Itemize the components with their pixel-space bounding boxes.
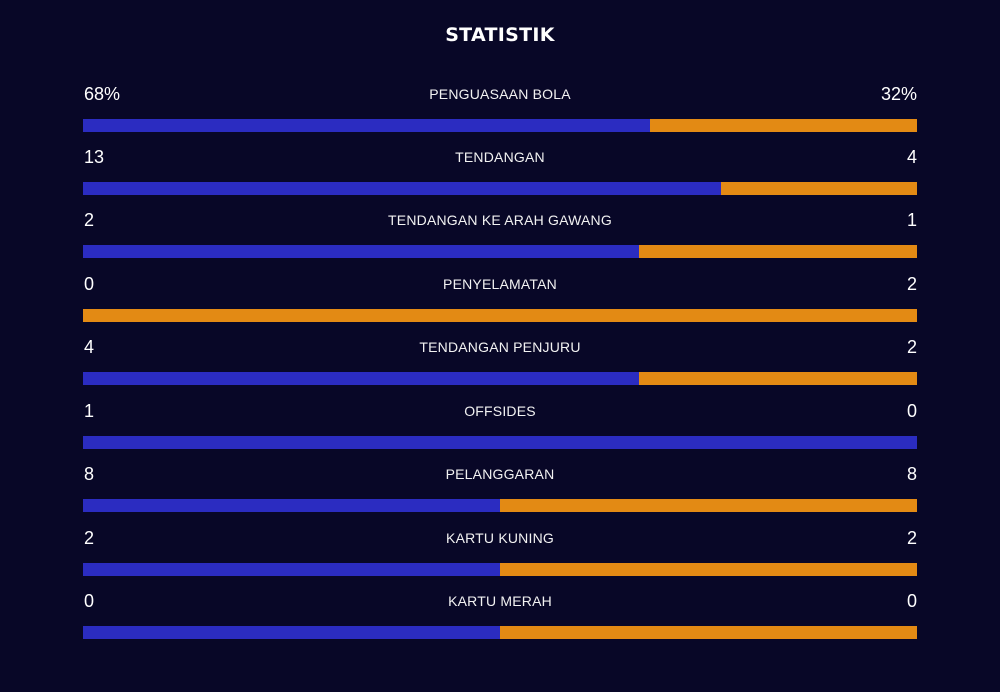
comparison-bar	[83, 626, 917, 639]
comparison-bar	[83, 182, 917, 195]
stat-row-shots-on-target: 2 TENDANGAN KE ARAH GAWANG 1	[83, 208, 917, 260]
stat-row-saves: 0 PENYELAMATAN 2	[83, 272, 917, 324]
comparison-bar	[83, 309, 917, 322]
home-bar-fill	[83, 563, 500, 576]
comparison-bar	[83, 119, 917, 132]
away-value: 2	[906, 528, 917, 548]
stat-row-fouls: 8 PELANGGARAN 8	[83, 462, 917, 514]
stat-label: OFFSIDES	[464, 403, 536, 419]
away-value: 0	[906, 401, 917, 421]
home-bar-fill	[83, 372, 639, 385]
stat-row-possession: 68% PENGUASAAN BOLA 32%	[83, 82, 917, 134]
away-value: 2	[906, 274, 917, 294]
home-value: 0	[84, 274, 95, 294]
away-value: 2	[906, 337, 917, 357]
home-value: 2	[84, 528, 95, 548]
stats-title: STATISTIK	[445, 24, 555, 46]
stat-row-corners: 4 TENDANGAN PENJURU 2	[83, 335, 917, 387]
away-value: 0	[906, 591, 917, 611]
away-value: 8	[906, 464, 917, 484]
home-value: 1	[84, 401, 95, 421]
away-value: 1	[906, 210, 917, 230]
home-bar-fill	[83, 499, 500, 512]
stat-row-offsides: 1 OFFSIDES 0	[83, 399, 917, 451]
home-value: 68%	[84, 84, 121, 104]
stat-row-shots: 13 TENDANGAN 4	[83, 145, 917, 197]
home-bar-fill	[83, 436, 917, 449]
away-value: 4	[906, 147, 917, 167]
home-bar-fill	[83, 182, 721, 195]
comparison-bar	[83, 372, 917, 385]
home-bar-fill	[83, 245, 639, 258]
comparison-bar	[83, 245, 917, 258]
home-value: 8	[84, 464, 95, 484]
home-bar-fill	[83, 626, 500, 639]
stat-label: TENDANGAN PENJURU	[419, 339, 581, 355]
home-value: 4	[84, 337, 95, 357]
comparison-bar	[83, 436, 917, 449]
stat-label: KARTU MERAH	[448, 593, 552, 609]
home-value: 13	[84, 147, 105, 167]
comparison-bar	[83, 499, 917, 512]
away-value: 32%	[880, 84, 917, 104]
stat-label: PENYELAMATAN	[443, 276, 557, 292]
stat-label: PELANGGARAN	[445, 466, 555, 482]
stat-row-red-cards: 0 KARTU MERAH 0	[83, 589, 917, 641]
home-value: 2	[84, 210, 95, 230]
comparison-bar	[83, 563, 917, 576]
stat-label: TENDANGAN KE ARAH GAWANG	[388, 212, 612, 228]
home-bar-fill	[83, 119, 651, 132]
stat-row-yellow-cards: 2 KARTU KUNING 2	[83, 526, 917, 578]
stat-label: PENGUASAAN BOLA	[429, 86, 571, 102]
stat-label: KARTU KUNING	[446, 530, 554, 546]
home-value: 0	[84, 591, 95, 611]
stat-label: TENDANGAN	[455, 149, 545, 165]
